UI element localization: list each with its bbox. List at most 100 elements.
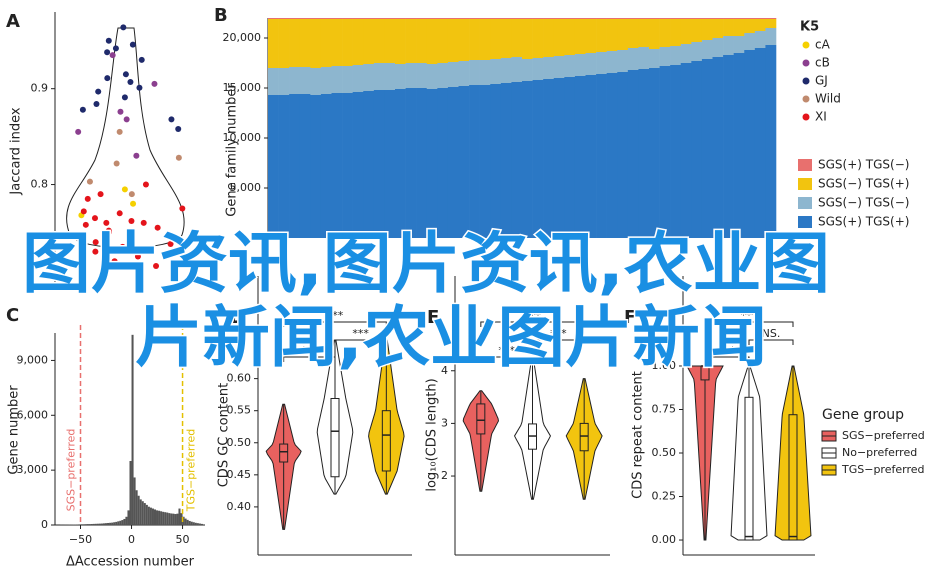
significance-label: *** (719, 344, 736, 357)
bar (180, 513, 183, 525)
bar-segment (627, 70, 639, 238)
bar-segment (659, 47, 671, 66)
bar-segment (585, 53, 597, 75)
point (95, 88, 102, 95)
bar-segment (744, 19, 756, 33)
legend-label: SGS(+) TGS(−) (818, 158, 909, 172)
box (476, 403, 486, 435)
bar-segment (723, 18, 734, 19)
bar-segment (670, 65, 682, 238)
bar (88, 524, 91, 525)
violin-outline (66, 27, 185, 249)
y-tick-label: 9,000 (17, 353, 49, 366)
bar-segment (437, 63, 449, 88)
point (103, 219, 110, 226)
bar (92, 523, 95, 525)
bar (190, 521, 193, 525)
bar-segment (479, 85, 491, 238)
bar-segment (310, 95, 322, 238)
bar-segment (268, 18, 279, 19)
point (130, 200, 137, 207)
bar-segment (617, 50, 629, 72)
significance-bracket (480, 356, 533, 362)
bar (192, 522, 195, 525)
reference-label: TGS−preferred (185, 429, 198, 512)
bar-segment (373, 63, 385, 90)
bar-segment (416, 88, 428, 238)
bar-segment (522, 59, 533, 81)
bar (121, 520, 124, 525)
bar-segment (670, 18, 682, 19)
significance-label: *** (301, 344, 318, 357)
bar-segment (405, 18, 417, 19)
bar-segment (384, 63, 396, 90)
bar-segment (627, 48, 639, 70)
bar-segment (585, 19, 597, 53)
point (119, 243, 126, 250)
bar-segment (649, 18, 660, 19)
bar-segment (532, 19, 544, 58)
legend-swatch (802, 77, 810, 85)
legend-swatch (798, 159, 812, 171)
point (175, 125, 182, 132)
panels: A 0.8 0.9 Jaccard index K5 cA cB GJ Wild XI B 5,000… (6, 5, 925, 570)
box (279, 443, 289, 463)
bar-segment (320, 18, 332, 19)
bar-segment (479, 18, 491, 19)
point (93, 101, 100, 108)
bar-segment (384, 19, 396, 63)
bar-segment (680, 63, 692, 238)
bar-segment (426, 64, 438, 89)
bar-segment (405, 88, 417, 238)
point (113, 160, 120, 167)
box (381, 410, 391, 472)
bar-segment (278, 18, 290, 19)
point (86, 178, 93, 185)
legend-swatch (802, 113, 810, 121)
legend-swatch (798, 216, 812, 228)
point (168, 116, 175, 123)
bar-segment (458, 61, 470, 86)
point (117, 108, 124, 115)
significance-bracket (334, 339, 387, 345)
bar-segment (352, 65, 364, 92)
bar (82, 524, 85, 525)
bar-segment (744, 33, 756, 50)
bar-segment (342, 66, 353, 93)
bar-segment (405, 63, 417, 88)
point (129, 41, 136, 48)
bar-segment (437, 19, 449, 63)
bar-segment (437, 88, 449, 238)
bar-segment (289, 94, 301, 238)
point (121, 94, 128, 101)
bar-segment (511, 82, 523, 238)
point (179, 205, 186, 212)
bar-segment (331, 66, 343, 93)
legend-swatch (798, 178, 812, 190)
point (82, 221, 89, 228)
bar-segment (638, 47, 650, 69)
bar (100, 523, 103, 525)
bar-segment (553, 19, 565, 56)
bar (105, 523, 108, 525)
bar (102, 523, 105, 525)
bar-segment (606, 51, 618, 73)
y-tick-label: 0.50 (652, 446, 677, 459)
bar-segment (469, 85, 480, 238)
legend-swatch (802, 95, 810, 103)
bar-segment (649, 19, 660, 49)
point (112, 45, 119, 52)
reference-label: SGS−preferred (65, 429, 78, 512)
legend-label: SGS(−) TGS(−) (818, 196, 909, 210)
bar-segment (723, 36, 734, 55)
box (744, 396, 754, 541)
point (111, 258, 118, 265)
bar-segment (712, 18, 724, 19)
bar-segment (649, 68, 660, 238)
significance-label: *** (550, 327, 567, 340)
significance-label: *** (498, 344, 515, 357)
y-tick-label: 15,000 (223, 81, 262, 94)
bar-segment (638, 69, 650, 238)
point (104, 49, 111, 56)
